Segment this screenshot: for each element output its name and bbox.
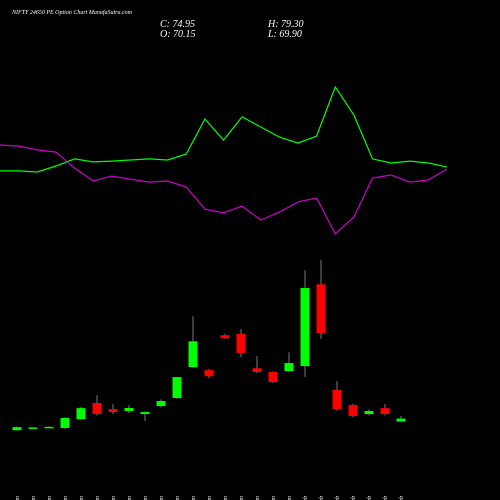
candle-body bbox=[28, 427, 38, 429]
candle-body bbox=[156, 401, 166, 407]
x-tick-label: 22 Jan bbox=[207, 496, 213, 500]
candle-body bbox=[252, 368, 262, 372]
x-tick-label: 06 Feb bbox=[383, 496, 389, 500]
candle-body bbox=[92, 403, 102, 415]
candle-body bbox=[124, 408, 134, 412]
x-tick-label: 05 Jan bbox=[15, 496, 21, 500]
candle-body bbox=[236, 333, 246, 353]
indicator-line bbox=[0, 85, 448, 173]
x-tick-label: 01 Feb bbox=[303, 496, 309, 500]
x-tick-label: 29 Jan bbox=[271, 496, 277, 500]
candle-body bbox=[188, 341, 198, 368]
x-tick-label: 23 Jan bbox=[223, 496, 229, 500]
candle-body bbox=[60, 417, 70, 428]
chart-title: NIFTY 24650 PE Option Chart ManafaSutra.… bbox=[11, 9, 133, 16]
high-text: H: 79.30 bbox=[267, 19, 304, 30]
candle-body bbox=[220, 335, 230, 339]
x-tick-label: 09 Jan bbox=[79, 496, 85, 500]
x-tick-label: 16 Jan bbox=[143, 496, 149, 500]
x-tick-label: 07 Jan bbox=[47, 496, 53, 500]
candle-body bbox=[396, 418, 406, 422]
low-text: L: 69.90 bbox=[267, 29, 302, 40]
x-tick-label: 13 Jan bbox=[111, 496, 117, 500]
x-tick-label: 20 Jan bbox=[175, 496, 181, 500]
x-tick-label: 02 Feb bbox=[319, 496, 325, 500]
x-tick-label: 05 Feb bbox=[367, 496, 373, 500]
candle-body bbox=[348, 405, 358, 417]
x-tick-label: 28 Jan bbox=[255, 496, 261, 500]
candle-body bbox=[300, 288, 310, 367]
candle-body bbox=[140, 412, 150, 415]
x-tick-label: 08 Jan bbox=[63, 496, 69, 500]
candle-body bbox=[172, 377, 182, 399]
x-tick-label: 06 Jan bbox=[31, 496, 37, 500]
open-text: O: 70.15 bbox=[160, 29, 196, 40]
close-text: C: 74.95 bbox=[160, 19, 195, 30]
x-tick-label: 09 Feb bbox=[399, 496, 405, 500]
candle-body bbox=[332, 390, 342, 410]
candle-body bbox=[284, 363, 294, 372]
x-tick-label: 04 Feb bbox=[350, 496, 357, 500]
candle-body bbox=[204, 370, 214, 377]
x-tick-label: 12 Jan bbox=[95, 496, 101, 500]
candle-body bbox=[268, 371, 278, 383]
candle-body bbox=[108, 409, 118, 413]
candle-body bbox=[316, 284, 326, 334]
candle-body bbox=[380, 408, 390, 415]
x-tick-label: 03 Feb bbox=[335, 496, 341, 500]
candle-body bbox=[12, 427, 22, 431]
indicator-line bbox=[0, 144, 448, 235]
candle-body bbox=[44, 426, 54, 429]
x-tick-label: 19 Jan bbox=[159, 496, 165, 500]
x-tick-label: 30 Jan bbox=[287, 496, 293, 500]
x-tick-label: 27 Jan bbox=[239, 496, 245, 500]
x-tick-label: 21 Jan bbox=[191, 496, 197, 500]
candle-body bbox=[364, 411, 374, 415]
candle-body bbox=[76, 408, 86, 420]
x-tick-label: 14 Jan bbox=[126, 496, 133, 500]
